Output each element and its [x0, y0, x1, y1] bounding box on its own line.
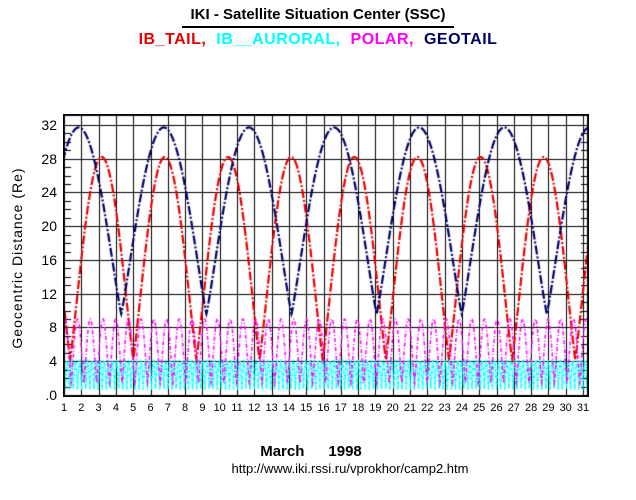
x-tick-label: 17 [334, 402, 347, 414]
x-tick-label: 30 [559, 402, 572, 414]
plot-canvas [63, 114, 589, 397]
x-tick-label: 4 [112, 402, 119, 414]
y-tick-label: .0 [45, 387, 57, 403]
y-tick-label: 20 [41, 218, 57, 235]
x-tick-label: 20 [386, 402, 399, 414]
x-tick-label: 12 [248, 402, 261, 414]
footer-url: http://www.iki.rssi.ru/vprokhor/camp2.ht… [231, 461, 469, 476]
title-row: IKI - Satellite Situation Center (SSC) [0, 6, 636, 28]
chart-legend: IB_TAIL, IB__AURORAL, POLAR, GEOTAIL [0, 31, 636, 49]
x-tick-label: 27 [507, 402, 520, 414]
x-tick-label: 8 [182, 402, 189, 414]
y-tick-label: 16 [41, 251, 57, 268]
x-tick-label: 21 [403, 402, 417, 414]
y-tick-label: 4 [49, 353, 57, 370]
x-tick-label: 14 [282, 402, 296, 414]
x-tick-label: 3 [95, 402, 102, 414]
x-tick-label: 24 [455, 402, 469, 414]
x-tick-label: 2 [78, 402, 85, 414]
footer-month-label: March 1998 [260, 443, 362, 460]
x-tick-label: 29 [542, 402, 555, 414]
x-tick-label: 6 [147, 402, 154, 414]
y-tick-label: 12 [41, 285, 57, 302]
x-tick-label: 16 [317, 402, 330, 414]
footer-year: 1998 [328, 443, 362, 460]
x-tick-label: 18 [351, 402, 365, 414]
x-tick-label: 15 [300, 402, 313, 414]
x-tick-label: 13 [265, 402, 278, 414]
y-tick-label: 24 [41, 184, 57, 201]
x-tick-label: 5 [130, 402, 137, 414]
x-tick-label: 9 [199, 402, 206, 414]
x-tick-label: 23 [438, 402, 451, 414]
y-tick-label: 32 [41, 116, 57, 133]
chart-title: IKI - Satellite Situation Center (SSC) [182, 6, 454, 28]
x-tick-label: 22 [421, 402, 434, 414]
x-tick-label: 7 [164, 402, 171, 414]
y-tick-label: 28 [41, 150, 57, 167]
x-tick-label: 10 [213, 402, 226, 414]
legend-item-ib__auroral: IB__AURORAL, [216, 31, 341, 48]
legend-item-polar: POLAR, [350, 31, 414, 48]
footer-month: March [260, 443, 305, 460]
x-tick-label: 25 [473, 402, 486, 414]
legend-item-ib_tail: IB_TAIL, [138, 31, 207, 48]
legend-item-geotail: GEOTAIL [423, 31, 498, 48]
x-tick-label: 1 [60, 402, 68, 414]
x-tick-label: 28 [524, 402, 538, 414]
x-tick-label: 31 [576, 402, 590, 414]
y-tick-label: 8 [49, 319, 57, 336]
x-tick-label: 26 [490, 402, 503, 414]
x-tick-label: 11 [231, 402, 243, 414]
x-tick-label: 19 [369, 402, 382, 414]
